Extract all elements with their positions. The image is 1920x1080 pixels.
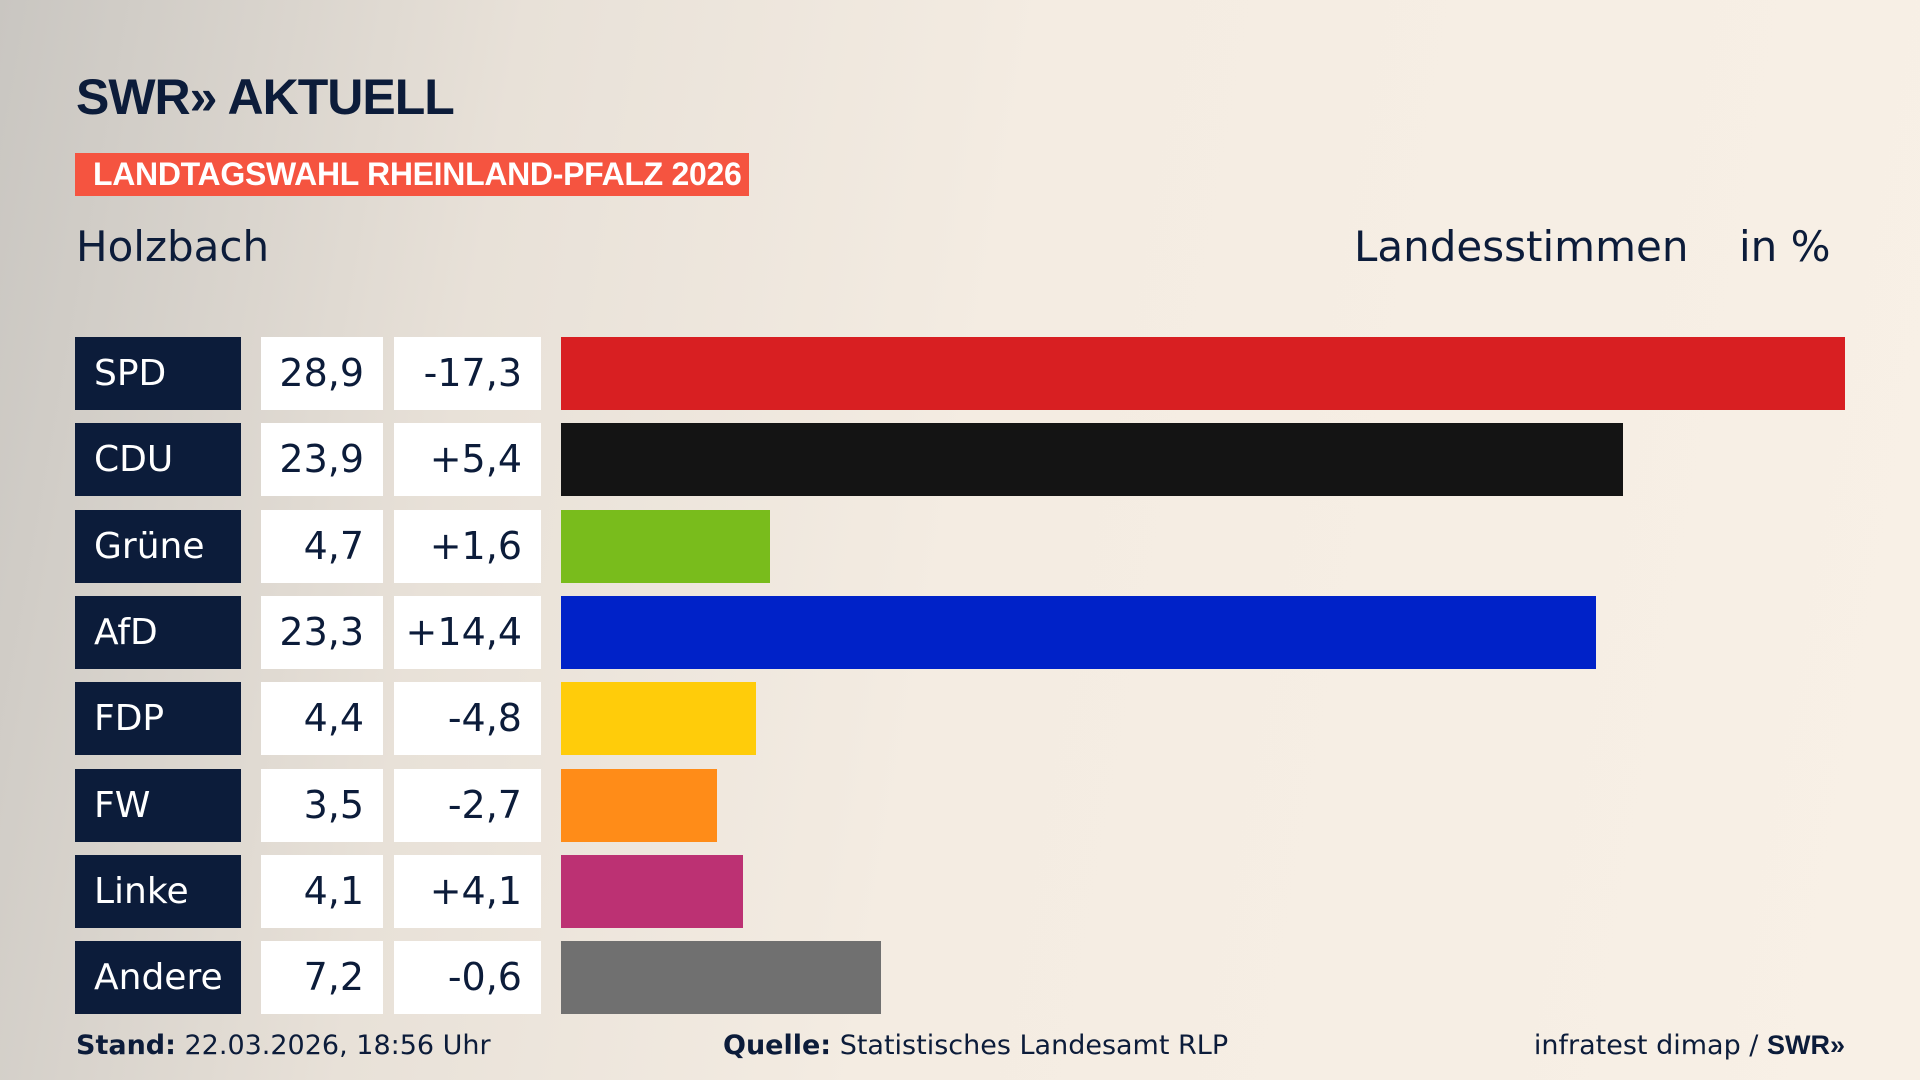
bar — [561, 854, 744, 928]
diff-label: -17,3 — [394, 337, 541, 410]
party-label: AfD — [75, 595, 241, 669]
chart-row: SPD 28,9 -17,3 — [0, 337, 1920, 410]
party-label: Grüne — [75, 509, 241, 583]
value-label: 28,9 — [261, 337, 383, 410]
bar — [561, 682, 757, 756]
party-label: Andere — [75, 941, 241, 1015]
chart-row: Linke 4,1 +4,1 — [0, 854, 1920, 928]
diff-label: -4,8 — [394, 682, 541, 756]
diff-label: +14,4 — [394, 595, 541, 669]
value-label: 4,4 — [261, 682, 383, 756]
place-title: Holzbach — [76, 222, 270, 271]
party-label: Linke — [75, 854, 241, 928]
diff-label: +5,4 — [394, 423, 541, 497]
bar — [561, 423, 1623, 497]
bar — [561, 337, 1845, 410]
diff-label: -0,6 — [394, 941, 541, 1015]
party-label: CDU — [75, 423, 241, 497]
party-label: FW — [75, 768, 241, 842]
bar — [561, 768, 717, 842]
value-label: 3,5 — [261, 768, 383, 842]
value-label: 7,2 — [261, 941, 383, 1015]
diff-label: -2,7 — [394, 768, 541, 842]
party-label: SPD — [75, 337, 241, 410]
diff-label: +4,1 — [394, 854, 541, 928]
swr-logo: SWR» — [1766, 1030, 1845, 1060]
source-value: Statistisches Landesamt RLP — [831, 1030, 1229, 1061]
bar — [561, 595, 1597, 669]
chart-row: CDU 23,9 +5,4 — [0, 423, 1920, 497]
chart-row: FW 3,5 -2,7 — [0, 768, 1920, 842]
chart-row: Andere 7,2 -0,6 — [0, 941, 1920, 1015]
credit: infratest dimap / SWR» — [1534, 1030, 1845, 1061]
source: Quelle: Statistisches Landesamt RLP — [723, 1030, 1228, 1061]
chart-row: Grüne 4,7 +1,6 — [0, 509, 1920, 583]
bar — [561, 509, 770, 583]
election-banner: LANDTAGSWAHL RHEINLAND-PFALZ 2026 — [75, 153, 749, 196]
stand-value: 22.03.2026, 18:56 Uhr — [175, 1030, 491, 1061]
diff-label: +1,6 — [394, 509, 541, 583]
swr-aktuell-logo: SWR» AKTUELL — [76, 69, 455, 125]
value-label: 23,9 — [261, 423, 383, 497]
measure-label: Landesstimmen — [1354, 222, 1689, 271]
chart-row: FDP 4,4 -4,8 — [0, 682, 1920, 756]
value-label: 23,3 — [261, 595, 383, 669]
value-label: 4,1 — [261, 854, 383, 928]
value-label: 4,7 — [261, 509, 383, 583]
timestamp: Stand: 22.03.2026, 18:56 Uhr — [76, 1030, 491, 1061]
stand-label: Stand: — [76, 1030, 176, 1061]
bar — [561, 941, 881, 1015]
chart-row: AfD 23,3 +14,4 — [0, 595, 1920, 669]
source-label: Quelle: — [723, 1030, 832, 1061]
unit-label: in % — [1739, 222, 1831, 271]
party-label: FDP — [75, 682, 241, 756]
credit-text: infratest dimap / — [1533, 1030, 1767, 1061]
